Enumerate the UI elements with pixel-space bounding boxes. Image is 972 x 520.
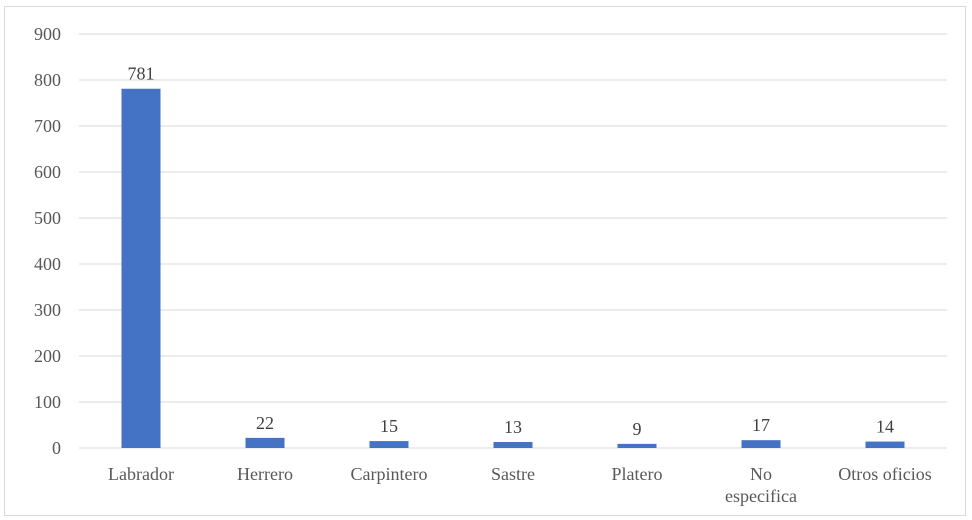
data-label: 13 xyxy=(504,417,522,437)
x-category-label: Herrero xyxy=(237,464,293,484)
data-label: 22 xyxy=(256,413,274,433)
x-category-label-line: Carpintero xyxy=(351,464,428,484)
bar xyxy=(741,440,781,448)
x-category-label-line: No xyxy=(750,464,772,484)
y-tick-label: 300 xyxy=(34,300,61,320)
bar xyxy=(121,88,161,449)
y-tick-label: 0 xyxy=(52,438,61,458)
y-tick-label: 500 xyxy=(34,208,61,228)
bar xyxy=(369,441,409,448)
y-tick-label: 400 xyxy=(34,254,61,274)
y-tick-label: 600 xyxy=(34,162,61,182)
x-category-label-line: Sastre xyxy=(491,464,535,484)
bar xyxy=(865,441,905,448)
data-label: 15 xyxy=(380,416,398,436)
bar xyxy=(245,437,285,448)
data-labels: 781 22 15 13 9 17 14 xyxy=(128,64,895,439)
x-axis-category-labels: Labrador Herrero Carpintero Sastre Platero No… xyxy=(108,464,932,506)
x-category-label: Carpintero xyxy=(351,464,428,484)
data-label: 17 xyxy=(752,415,770,435)
data-label: 14 xyxy=(876,417,894,437)
bar xyxy=(617,443,657,448)
y-tick-label: 200 xyxy=(34,346,61,366)
chart-frame: 0 100 200 300 400 500 600 700 800 900 781 22 15 13 9 1… xyxy=(4,6,966,516)
bars xyxy=(121,88,905,449)
y-tick-label: 100 xyxy=(34,392,61,412)
x-category-label-line: Herrero xyxy=(237,464,293,484)
bar-chart: 0 100 200 300 400 500 600 700 800 900 781 22 15 13 9 1… xyxy=(34,24,947,506)
x-category-label-line: Platero xyxy=(612,464,663,484)
y-axis-tick-labels: 0 100 200 300 400 500 600 700 800 900 xyxy=(34,24,61,458)
y-tick-label: 700 xyxy=(34,116,61,136)
data-label: 9 xyxy=(633,419,642,439)
data-label: 781 xyxy=(128,64,155,84)
x-category-label-line: Otros oficios xyxy=(838,464,932,484)
y-tick-label: 800 xyxy=(34,70,61,90)
x-category-label: Otros oficios xyxy=(838,464,932,484)
gridlines xyxy=(79,33,947,449)
x-category-label: No especifica xyxy=(725,464,797,506)
x-category-label: Platero xyxy=(612,464,663,484)
x-category-label: Sastre xyxy=(491,464,535,484)
x-category-label-line: especifica xyxy=(725,486,797,506)
y-tick-label: 900 xyxy=(34,24,61,44)
bar xyxy=(493,442,533,448)
x-category-label: Labrador xyxy=(108,464,174,484)
x-category-label-line: Labrador xyxy=(108,464,174,484)
